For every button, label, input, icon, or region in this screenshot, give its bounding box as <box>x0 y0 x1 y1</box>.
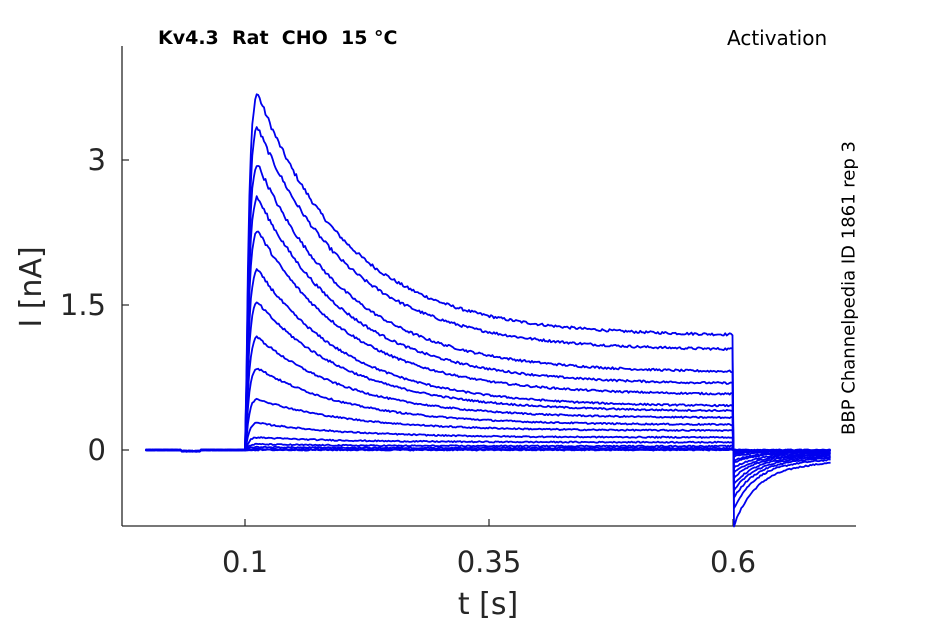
current-trace-13 <box>144 442 831 454</box>
current-trace-9 <box>145 367 831 464</box>
chart-title-left: Kv4.3 Rat CHO 15 °C <box>158 27 398 49</box>
chart-title-right: Activation <box>727 26 828 50</box>
x-tick-label: 0.1 <box>222 545 268 579</box>
current-trace-4 <box>144 195 832 492</box>
x-tick-label: 0.6 <box>710 545 756 579</box>
x-axis-label: t [s] <box>458 587 518 622</box>
current-trace-14 <box>145 445 831 453</box>
current-trace-1 <box>145 93 831 528</box>
current-trace-7 <box>145 301 831 474</box>
traces <box>144 93 832 528</box>
x-tick-label: 0.35 <box>457 545 522 579</box>
y-tick-label: 1.5 <box>60 288 106 322</box>
current-trace-2 <box>145 126 831 510</box>
current-trace-8 <box>145 335 831 470</box>
y-axis-label: I [nA] <box>14 246 49 327</box>
current-trace-11 <box>145 421 832 458</box>
current-trace-16 <box>145 448 831 453</box>
current-trace-10 <box>145 397 831 462</box>
current-trace-5 <box>145 230 831 485</box>
current-trace-6 <box>145 268 831 480</box>
y-tick-label: 3 <box>88 143 106 177</box>
y-tick-label: 0 <box>88 433 106 467</box>
current-trace-12 <box>145 436 831 456</box>
current-trace-3 <box>144 164 831 499</box>
